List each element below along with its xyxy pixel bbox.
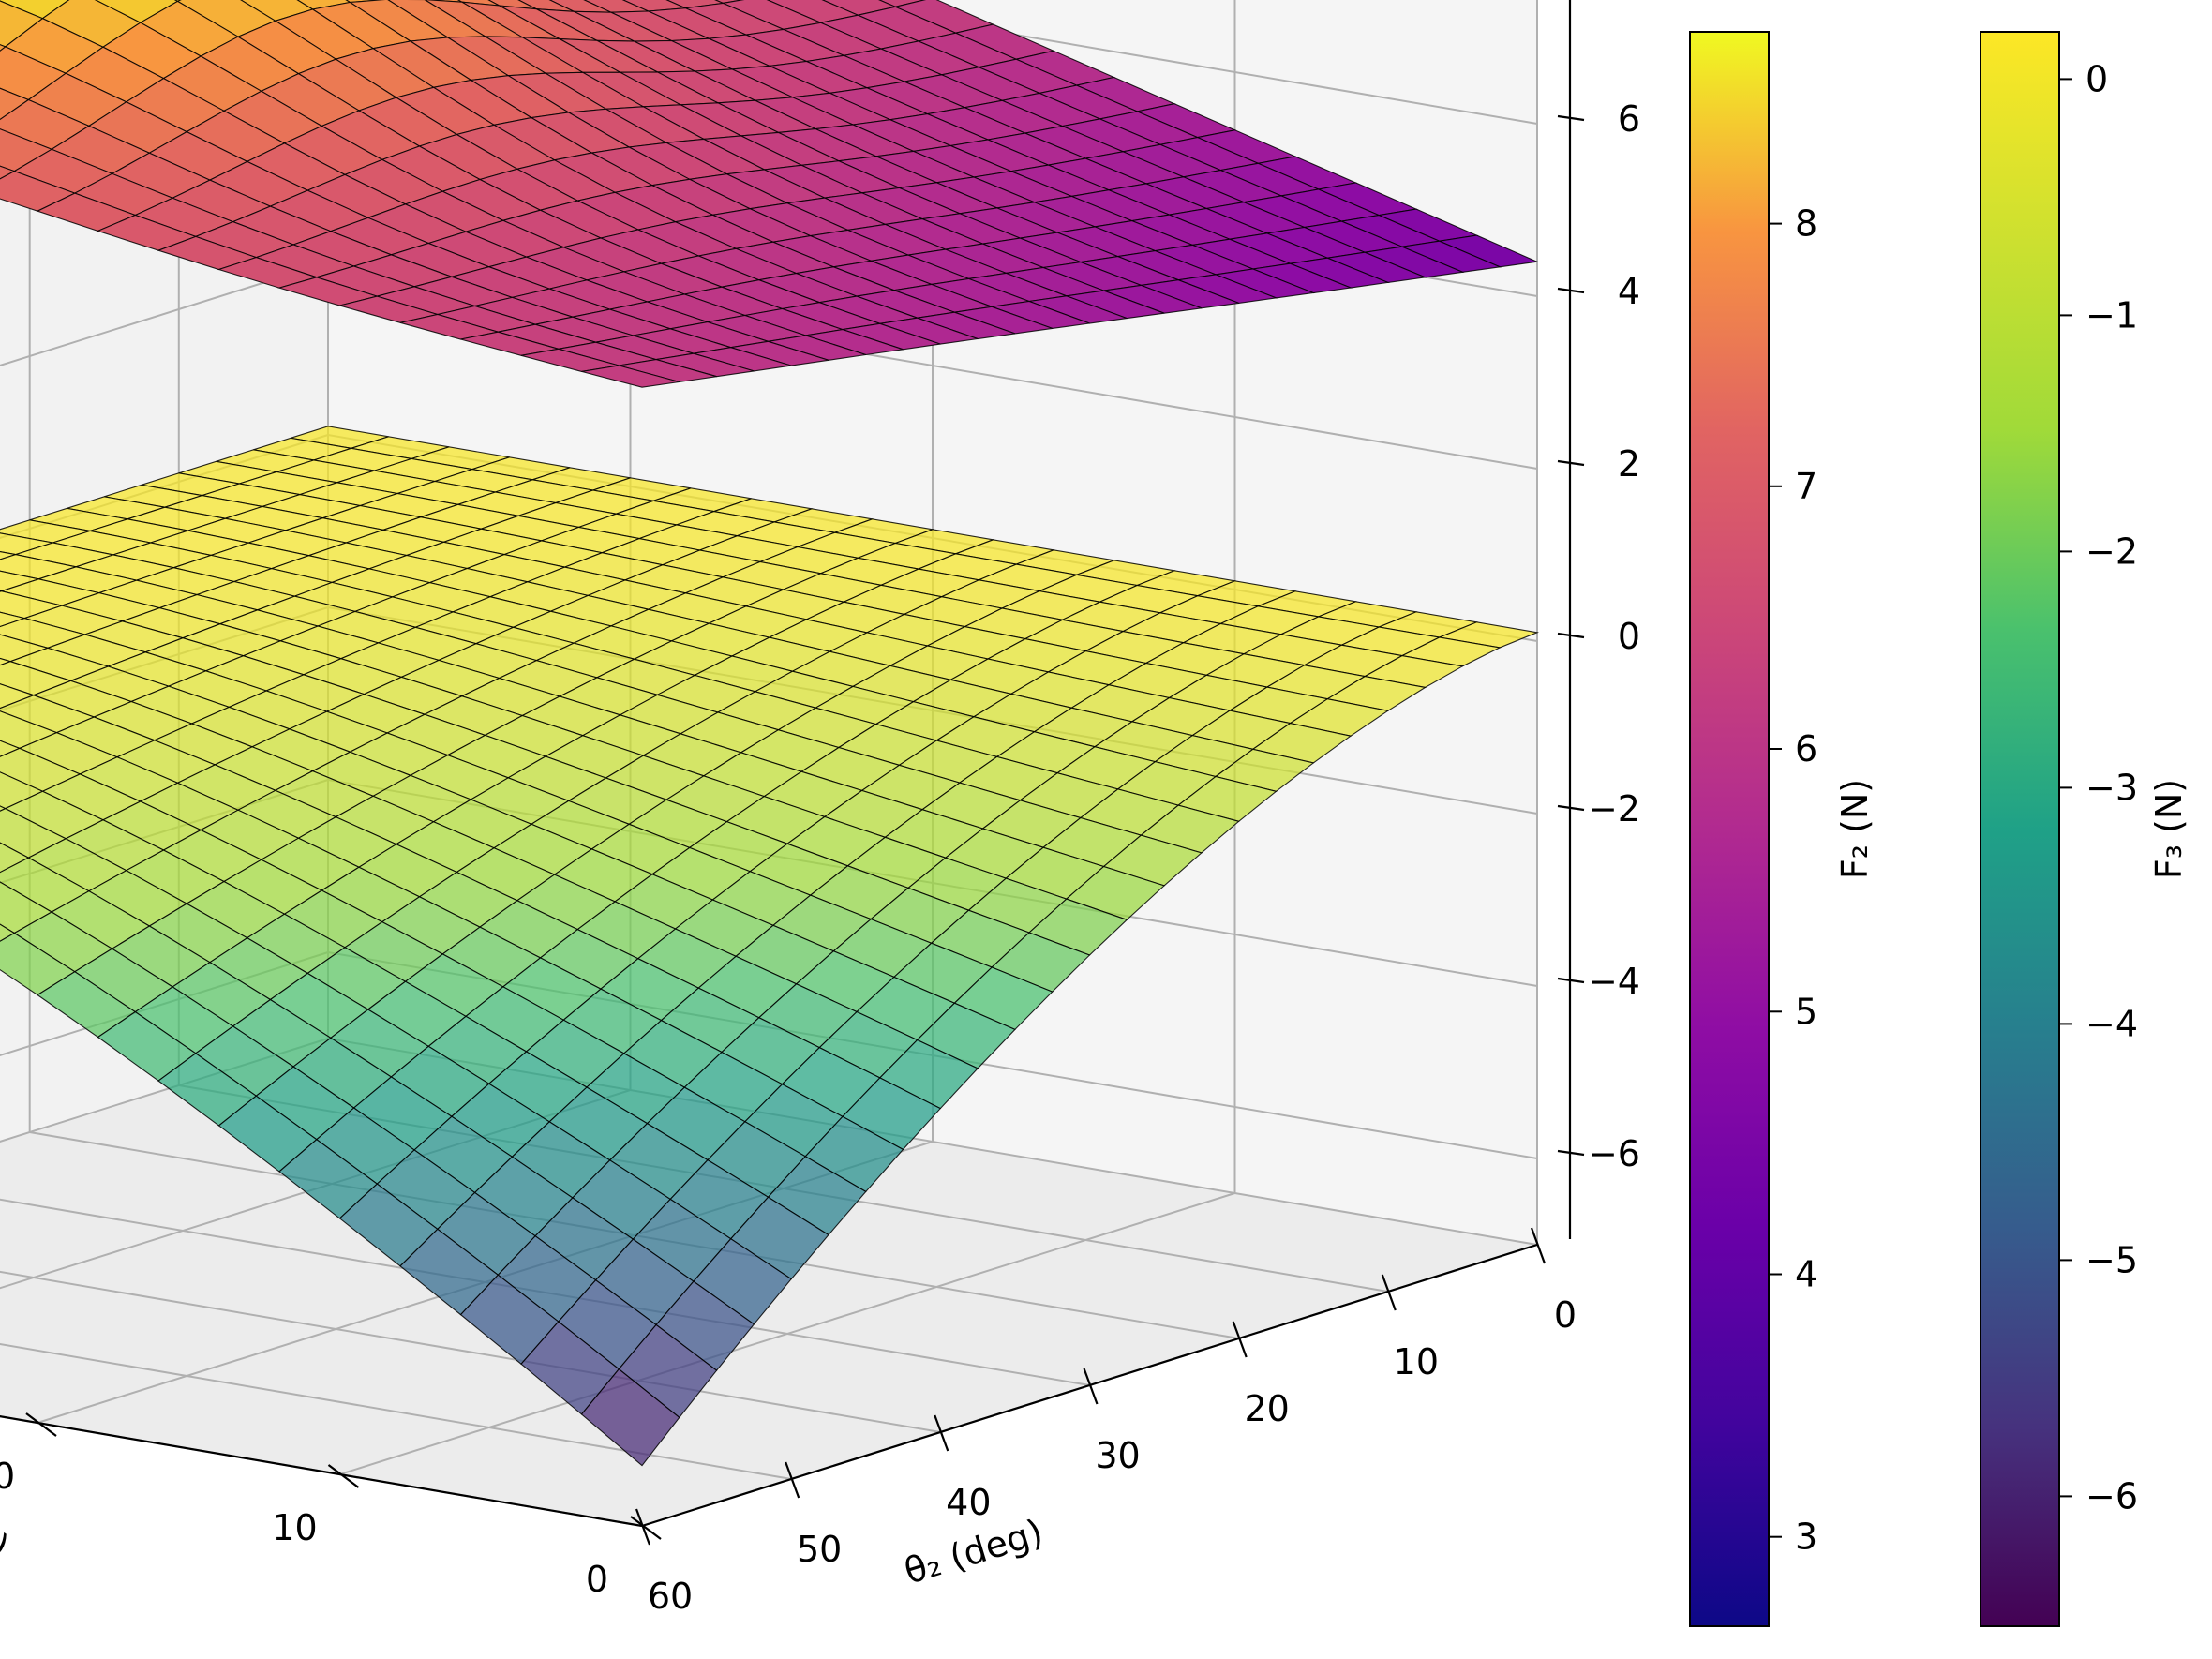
colorbar-tick-label: −4 xyxy=(2085,1003,2138,1044)
theta1-tick-label: 10 xyxy=(272,1507,317,1548)
theta2-tick-label: 0 xyxy=(1554,1294,1577,1336)
theta1-tick-label: 20 xyxy=(0,1456,15,1497)
theta2-tick-label: 20 xyxy=(1244,1388,1289,1429)
axis-ticks: 0102030400102030405060−6−4−202468 xyxy=(0,98,1640,1617)
z-tick-label: −6 xyxy=(1588,1133,1640,1174)
colorbar-f3-label: F₃ (N) xyxy=(2148,779,2190,879)
surface-face xyxy=(0,611,27,628)
z-tick-label: −4 xyxy=(1588,961,1640,1002)
theta2-tick-label: 60 xyxy=(648,1576,693,1617)
surface-face xyxy=(0,551,16,560)
colorbar-tick-label: 5 xyxy=(1795,991,1817,1032)
colorbar-f3-bar xyxy=(1980,31,2060,1627)
theta2-tick-mark xyxy=(1381,1274,1397,1311)
z-tick-mark xyxy=(1557,977,1585,984)
colorbar-f2-label: F₂ (N) xyxy=(1834,779,1876,879)
theta1-tick-mark xyxy=(25,1412,57,1437)
z-tick-label: 4 xyxy=(1618,271,1640,312)
colorbar-f2-ticks: 3 4 5 6 7 8 xyxy=(1769,203,1817,1558)
theta2-tick-mark xyxy=(934,1414,949,1452)
colorbar-tick-label: −2 xyxy=(2085,531,2138,572)
colorbar-tick-label: −1 xyxy=(2085,294,2138,336)
z-tick-mark xyxy=(1557,114,1585,122)
colorbar-f2-bar xyxy=(1689,31,1770,1627)
theta1-tick-mark xyxy=(327,1464,360,1488)
surface-face xyxy=(580,1368,680,1467)
theta2-tick-mark xyxy=(1083,1368,1099,1405)
theta1-tick-label: 0 xyxy=(586,1559,608,1600)
surface-face xyxy=(0,165,16,180)
colorbar-tick-label: −3 xyxy=(2085,767,2138,808)
colorbar-tick-label: 7 xyxy=(1795,466,1817,507)
colorbar-tick-label: 0 xyxy=(2085,58,2108,99)
z-tick-label: 6 xyxy=(1618,98,1640,140)
z-tick-mark xyxy=(1557,632,1585,639)
colorbar-f3-ticks: 0 −1 −2 −3 −4 −5 −6 xyxy=(2059,58,2138,1517)
z-tick-label: 2 xyxy=(1618,443,1640,485)
z-tick-mark xyxy=(1557,459,1585,467)
gridline-floor-theta1 xyxy=(339,1192,1235,1475)
theta2-tick-label: 40 xyxy=(946,1482,991,1523)
surface-face xyxy=(0,805,7,812)
theta2-tick-mark xyxy=(785,1461,800,1499)
surface-face xyxy=(581,365,680,388)
theta2-tick-mark xyxy=(1232,1321,1248,1358)
colorbar-tick-label: 3 xyxy=(1795,1517,1817,1558)
z-tick-mark xyxy=(1557,1149,1585,1157)
colorbar-f2: 3 4 5 6 7 8 F₂ (N) xyxy=(1689,31,1876,1627)
theta2-tick-label: 10 xyxy=(1394,1341,1439,1382)
z-tick-mark xyxy=(1557,804,1585,812)
theta2-tick-mark xyxy=(635,1508,651,1546)
surface-f2 xyxy=(0,0,1540,388)
theta2-tick-mark xyxy=(1530,1227,1547,1264)
surface-face xyxy=(0,740,22,757)
z-tick-mark xyxy=(1557,287,1585,294)
colorbar-tick-label: 4 xyxy=(1795,1253,1817,1294)
colorbar-tick-label: −6 xyxy=(2085,1475,2138,1517)
surface-face xyxy=(0,657,12,666)
colorbar-tick-label: 8 xyxy=(1795,203,1817,245)
colorbar-tick-label: 6 xyxy=(1795,728,1817,770)
theta2-tick-label: 30 xyxy=(1095,1435,1140,1476)
colorbar-f3: 0 −1 −2 −3 −4 −5 −6 F₃ (N) xyxy=(1980,31,2190,1627)
z-tick-label: 0 xyxy=(1618,616,1640,657)
gridline-back-z xyxy=(0,262,329,366)
x-axis-label: θ₂ (deg) xyxy=(900,1511,1048,1592)
colorbar-tick-label: −5 xyxy=(2085,1239,2138,1280)
surface-f3 xyxy=(0,426,1540,1467)
theta1-tick-mark xyxy=(630,1516,662,1540)
theta2-tick-label: 50 xyxy=(797,1529,842,1570)
z-tick-label: −2 xyxy=(1588,788,1640,830)
surface-face xyxy=(0,923,16,942)
